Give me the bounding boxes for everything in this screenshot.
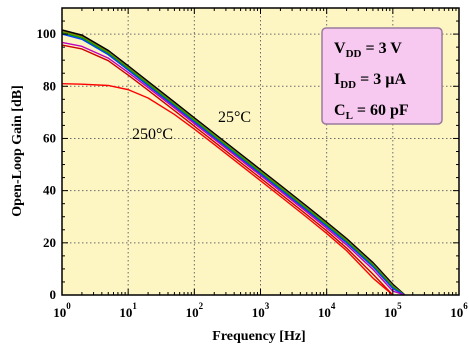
parameters-box: VDD = 3 V IDD = 3 µA CL = 60 pF <box>321 27 443 125</box>
x-axis-tick-labels: 100 101 102 103 104 105 106 <box>53 301 468 320</box>
series-line-3 <box>61 32 405 296</box>
series-line-7 <box>61 82 394 296</box>
param-line-idd: IDD = 3 µA <box>334 71 406 91</box>
series-lines <box>61 29 406 296</box>
y-tick-label: 20 <box>43 235 56 250</box>
x-tick-label: 101 <box>119 301 137 320</box>
x-tick-label: 105 <box>384 301 402 320</box>
y-tick-label: 40 <box>43 183 56 198</box>
annotation-high-temp: 250°C <box>132 126 173 143</box>
y-tick-label: 0 <box>50 287 57 302</box>
y-axis-tick-labels: 0 20 40 60 80 100 <box>37 26 57 302</box>
y-axis-title: Open-Loop Gain [dB] <box>10 85 25 216</box>
series-line-4 <box>61 33 405 296</box>
series-line-6 <box>61 44 394 296</box>
param-line-cl: CL = 60 pF <box>334 102 409 122</box>
x-tick-label: 104 <box>318 301 336 320</box>
parameters-box-background <box>321 27 443 125</box>
series-line-5 <box>61 41 405 296</box>
series-line-2 <box>61 30 405 296</box>
axis-ticks <box>61 7 459 296</box>
y-tick-label: 60 <box>43 130 56 145</box>
y-tick-label: 80 <box>43 78 56 93</box>
y-tick-label: 100 <box>37 26 57 41</box>
series-line-1 <box>61 29 406 296</box>
x-tick-label: 102 <box>186 301 204 320</box>
annotation-low-temp: 25°C <box>218 109 251 126</box>
x-tick-label: 103 <box>252 301 270 320</box>
x-tick-label: 100 <box>53 301 71 320</box>
x-tick-label: 106 <box>450 301 468 320</box>
x-axis-title: Frequency [Hz] <box>212 329 305 344</box>
param-line-vdd: VDD = 3 V <box>334 40 402 60</box>
